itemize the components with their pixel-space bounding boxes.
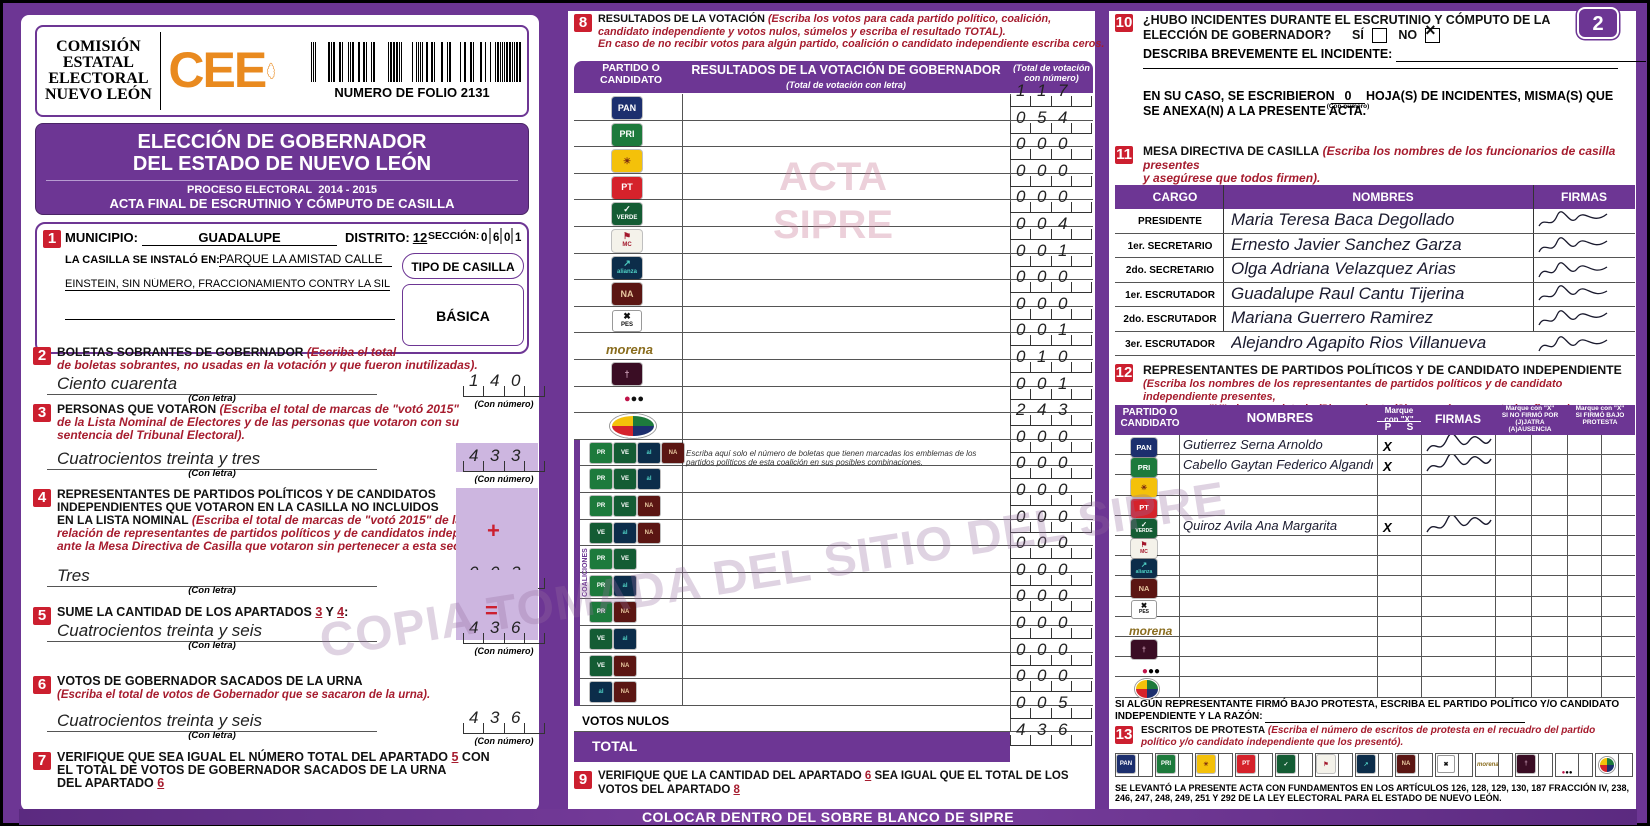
svg-text:1: 1 (515, 232, 522, 244)
svg-text:0: 0 (504, 232, 510, 244)
svg-text:6: 6 (493, 232, 499, 244)
svg-text:0: 0 (481, 232, 487, 244)
